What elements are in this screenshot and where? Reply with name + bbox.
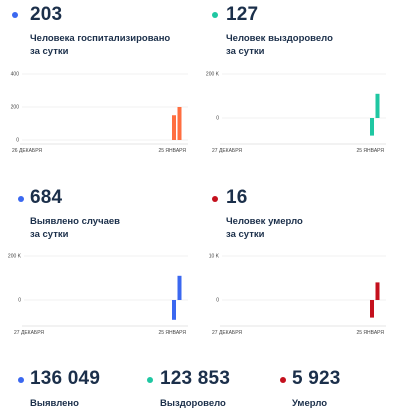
recovered-chart: 200 K 0 27 ДЕКАБРЯ 25 ЯНВАРЯ: [206, 72, 386, 154]
hospitalized-label: Человека госпитализировано за сутки: [30, 33, 171, 57]
y-tick-label: 10 K: [209, 254, 220, 260]
cases-chart: 200 K 0 27 ДЕКАБРЯ 25 ЯНВАРЯ: [8, 254, 188, 336]
recovered-dot-icon: [212, 12, 218, 18]
chart-bar: [370, 300, 374, 318]
deaths-label: Человек умерло за сутки: [226, 216, 303, 240]
y-tick-label: 0: [16, 138, 19, 144]
deaths-chart: 10 K 0 27 ДЕКАБРЯ 25 ЯНВАРЯ: [209, 254, 386, 336]
total-recovered-dot-icon: [147, 377, 153, 383]
cases-label: Выявлено случаев за сутки: [30, 216, 121, 240]
total-deaths-dot-icon: [280, 377, 286, 383]
total-recovered-label: Выздоровело: [160, 398, 226, 409]
total-cases-label: Выявлено: [30, 398, 79, 409]
chart-bar: [177, 107, 182, 140]
y-tick-label: 0: [216, 116, 219, 122]
chart-bar: [172, 300, 176, 320]
y-tick-label: 400: [11, 72, 20, 78]
chart-bar: [375, 93, 380, 118]
hospitalized-chart: 400 200 0 26 ДЕКАБРЯ 25 ЯНВАРЯ: [11, 72, 188, 154]
chart-bar: [375, 282, 380, 300]
total-cases-value: 136 049: [30, 368, 101, 389]
x-tick-label-start: 27 ДЕКАБРЯ: [212, 148, 242, 154]
cases-value: 684: [30, 187, 63, 208]
y-tick-label: 200 K: [8, 254, 22, 260]
total-cases-dot-icon: [18, 377, 24, 383]
hospitalized-value: 203: [30, 4, 63, 25]
recovered-label: Человек выздоровело за сутки: [226, 33, 333, 57]
y-tick-label: 0: [216, 298, 219, 304]
hospitalized-dot-icon: [12, 12, 18, 18]
deaths-dot-icon: [212, 196, 218, 202]
y-tick-label: 0: [18, 298, 21, 304]
recovered-value: 127: [226, 4, 259, 25]
x-tick-label-end: 25 ЯНВАРЯ: [356, 330, 384, 336]
y-tick-label: 200: [11, 105, 20, 111]
cases-dot-icon: [18, 196, 24, 202]
chart-bar: [370, 118, 374, 136]
x-tick-label-start: 27 ДЕКАБРЯ: [14, 330, 44, 336]
chart-bar: [172, 115, 176, 140]
chart-bar: [177, 275, 182, 300]
x-tick-label-end: 25 ЯНВАРЯ: [158, 148, 186, 154]
deaths-value: 16: [226, 187, 248, 208]
x-tick-label-start: 26 ДЕКАБРЯ: [12, 148, 42, 154]
total-recovered-value: 123 853: [160, 368, 231, 389]
total-deaths-value: 5 923: [292, 368, 341, 389]
x-tick-label-end: 25 ЯНВАРЯ: [158, 330, 186, 336]
x-tick-label-start: 27 ДЕКАБРЯ: [212, 330, 242, 336]
total-deaths-label: Умерло: [292, 398, 328, 409]
x-tick-label-end: 25 ЯНВАРЯ: [356, 148, 384, 154]
y-tick-label: 200 K: [206, 72, 220, 78]
